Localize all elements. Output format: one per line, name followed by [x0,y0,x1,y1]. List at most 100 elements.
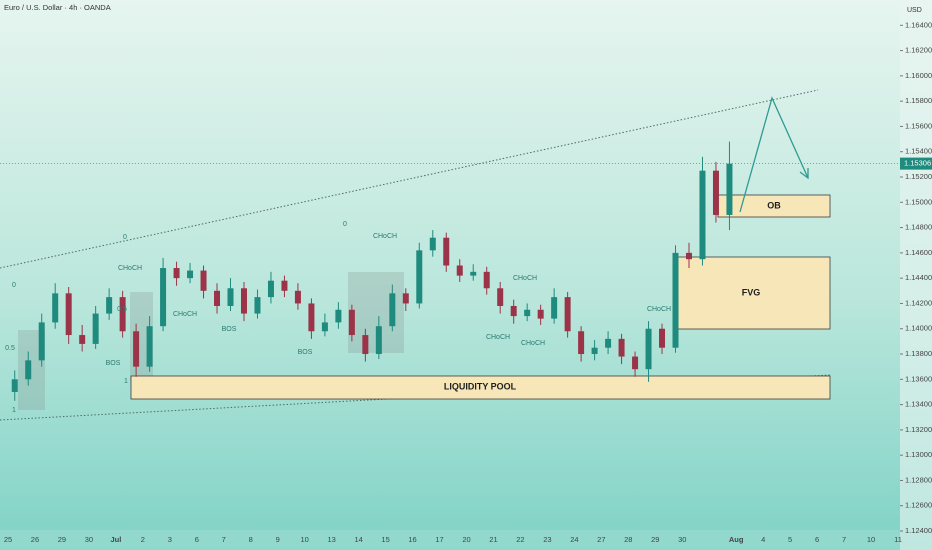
x-tick-label: 29 [58,535,66,544]
x-tick-label: 14 [354,535,362,544]
x-axis-panel [0,530,900,550]
candle-body [712,170,719,215]
annotation: CHoCH [647,306,671,313]
candle-body [11,379,18,392]
candle-body [187,270,194,279]
chart-title: Euro / U.S. Dollar · 4h · OANDA [4,3,111,12]
arrow-head [799,168,809,180]
annotation: 0 [343,221,347,228]
x-tick-label: 22 [516,535,524,544]
candle-body [497,288,504,306]
zone-label: FVG [742,287,761,297]
annotation: 1 [12,407,16,414]
candle-body [281,280,288,291]
x-tick-label: 30 [85,535,93,544]
candle-body [146,326,153,367]
candle-body [726,163,733,215]
x-tick-label: 13 [327,535,335,544]
candle-body [375,326,382,355]
x-tick-label: 24 [570,535,578,544]
x-tick-label: 28 [624,535,632,544]
candle-body [551,297,558,319]
zones [130,194,831,400]
x-tick-label: 3 [168,535,172,544]
x-tick-label: Jul [110,535,121,544]
x-tick-label: 16 [408,535,416,544]
x-tick-label: 23 [543,535,551,544]
candle-body [645,328,652,370]
y-unit: USD [907,7,922,14]
candle-body [160,268,167,327]
candle-body [227,288,234,306]
candle-body [25,360,32,380]
candle-body [133,331,140,367]
y-tick-label: 1.12400 [905,526,932,535]
annotation: 1 [124,378,128,385]
annotation: 0 [12,282,16,289]
liquidity-zone [130,375,831,400]
candle-body [618,338,625,357]
y-tick-label: 1.14400 [905,273,932,282]
candle-body [362,335,369,355]
last-price-label: 1.15306 [904,159,931,168]
x-tick-label: 25 [4,535,12,544]
candle-body [402,293,409,304]
y-tick-label: 1.13400 [905,400,932,409]
annotation: BOS [298,349,313,356]
y-tick-label: 1.13600 [905,374,932,383]
candle-body [659,328,666,348]
candle-body [524,309,531,317]
candle-body [294,290,301,304]
y-tick-label: 1.15400 [905,147,932,156]
annotation: CHoCH [118,265,142,272]
y-tick-label: 1.15800 [905,96,932,105]
x-tick-label: 17 [435,535,443,544]
annotation: 0.5 [5,345,15,352]
x-tick-label: 6 [815,535,819,544]
trend-line [0,89,819,269]
y-tick-label: 1.15200 [905,172,932,181]
y-tick-label: 1.13000 [905,450,932,459]
x-tick-label: 15 [381,535,389,544]
y-tick-label: 1.14200 [905,298,932,307]
candles [0,141,900,401]
annotation: CHoCH [486,334,510,341]
candle-body [254,297,261,314]
candle-body [699,170,706,260]
annotation: 0 [123,234,127,241]
candle-body [470,271,477,276]
y-tick-label: 1.15000 [905,197,932,206]
y-tick-label: 1.13200 [905,425,932,434]
candle-body [240,288,247,314]
candle-body [672,252,679,348]
annotation: CHoCH [513,275,537,282]
annotation: BOS [106,360,121,367]
x-tick-label: 30 [678,535,686,544]
candle-body [106,297,113,314]
candle-body [483,271,490,289]
annotation: 0.5 [117,306,127,313]
x-tick-label: 4 [761,535,765,544]
annotations: OB FVG LIQUIDITY POOL CHoCH CHoCH CHoCH CHoCH C… [5,200,781,413]
candle-body [632,356,639,370]
x-tick-label: 6 [195,535,199,544]
candle-body [335,309,342,323]
candle-body [214,290,221,306]
candle-body [443,237,450,266]
candle-body [578,331,585,355]
candle-body [200,270,207,291]
candle-body [429,237,436,251]
x-tick-label: 9 [276,535,280,544]
candle-body [605,338,612,348]
fvg-zone [674,256,831,330]
annotation: CHoCH [373,233,397,240]
candle-body [173,268,180,279]
y-tick-label: 1.16400 [905,20,932,29]
x-tick-label: 8 [249,535,253,544]
x-tick-label: 26 [31,535,39,544]
y-tick-label: 1.12800 [905,475,932,484]
y-tick-label: 1.13800 [905,349,932,358]
candle-body [267,280,274,298]
last-price-box [900,157,932,170]
y-tick-label: 1.14000 [905,324,932,333]
